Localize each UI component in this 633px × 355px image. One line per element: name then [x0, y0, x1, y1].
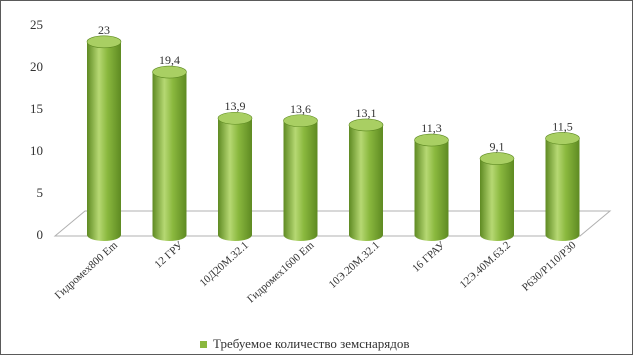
- y-tick-label: 20: [30, 59, 43, 74]
- data-label: 19,4: [159, 53, 180, 67]
- category-label: 10Д20М.32.1: [197, 239, 251, 289]
- y-tick-label: 0: [37, 227, 44, 242]
- data-label: 11,3: [421, 121, 442, 135]
- bar-top: [479, 152, 515, 165]
- y-tick-label: 25: [30, 17, 43, 32]
- bar: [218, 118, 252, 241]
- bar: [414, 140, 449, 241]
- legend: Требуемое количество земснарядов: [200, 335, 410, 353]
- category-label: 16 ГРАУ: [410, 239, 448, 275]
- bar-top: [348, 118, 384, 132]
- bar-top: [414, 133, 449, 147]
- data-label: 13,9: [225, 99, 246, 113]
- bar: [545, 138, 580, 241]
- bar-top: [283, 114, 318, 128]
- bar-top: [86, 35, 122, 49]
- category-label: 10Э.20М.32.1: [327, 239, 382, 291]
- bar: [480, 158, 514, 241]
- bar: [152, 72, 187, 241]
- data-label: 13,1: [356, 106, 377, 120]
- chart-floor: [53, 210, 612, 237]
- data-label: 9,1: [490, 140, 505, 154]
- category-label: Гидромех1600 Em: [245, 239, 317, 305]
- legend-swatch: [200, 340, 207, 348]
- bar-top: [545, 132, 580, 145]
- bar-top: [152, 65, 187, 79]
- data-label: 13,6: [290, 102, 311, 116]
- category-label: Р630/Р110/Р30: [520, 239, 579, 294]
- bar: [283, 120, 318, 241]
- category-label: 12 ГРУ: [152, 239, 185, 271]
- data-label: 11,5: [552, 119, 573, 133]
- bar: [87, 41, 121, 241]
- bar-top: [217, 111, 253, 125]
- y-tick-label: 5: [37, 185, 44, 200]
- legend-label: Требуемое количество земснарядов: [213, 336, 410, 351]
- y-tick-label: 15: [30, 101, 43, 116]
- category-label: Гидромех800 Em: [53, 239, 121, 302]
- data-label: 23: [98, 23, 110, 37]
- y-tick-label: 10: [30, 143, 43, 158]
- bar: [349, 124, 383, 241]
- category-label: 12Э.40М.63.2: [458, 239, 513, 291]
